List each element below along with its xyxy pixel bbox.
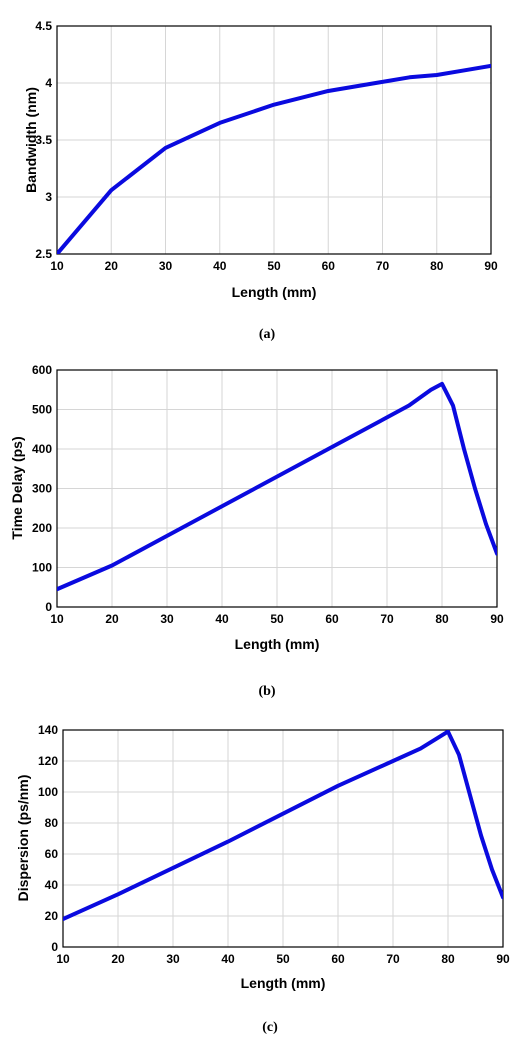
x-tick-label: 10 [50,612,64,626]
chart-b: Length (mm) Time Delay (ps) (b) 10 20 30 40… [9,363,504,699]
y-tick-label: 4 [45,76,52,90]
x-tick-label: 60 [322,259,336,273]
caption: (a) [259,327,276,342]
y-tick-label: 4.5 [35,19,52,33]
x-tick-label: 90 [490,612,504,626]
y-tick-label: 600 [32,363,52,377]
x-axis-label: Length (mm) [241,975,326,991]
y-tick-label: 100 [32,561,52,575]
x-tick-label: 50 [270,612,284,626]
y-axis-label: Dispersion (ps/nm) [15,775,31,902]
x-tick-label: 60 [331,952,345,966]
x-tick-label: 80 [441,952,455,966]
x-tick-label: 70 [386,952,400,966]
x-tick-label: 20 [111,952,125,966]
chart-c: Length (mm) Dispersion (ps/nm) (c) 10 20 3… [15,723,510,1035]
caption: (c) [262,1020,278,1035]
x-tick-label: 40 [215,612,229,626]
plot-frame [56,369,498,608]
y-axis-label: Bandwidth (nm) [23,87,39,193]
plot-frame [62,729,504,948]
x-tick-label: 30 [160,612,174,626]
y-tick-label: 3 [45,190,52,204]
x-tick-label: 10 [50,259,64,273]
y-tick-label: 0 [45,600,52,614]
x-axis-label: Length (mm) [232,284,317,300]
y-tick-label: 200 [32,521,52,535]
x-tick-label: 40 [221,952,235,966]
x-tick-label: 80 [430,259,444,273]
x-tick-label: 20 [105,259,119,273]
chart-a: Length (mm) Bandwidth (nm) (a) 10 20 30 40 5… [23,19,498,342]
y-tick-label: 120 [38,754,58,768]
x-tick-label: 10 [56,952,70,966]
x-tick-label: 40 [213,259,227,273]
x-tick-label: 90 [496,952,510,966]
y-tick-label: 140 [38,723,58,737]
x-tick-label: 50 [267,259,281,273]
y-tick-label: 3.5 [35,133,52,147]
x-tick-label: 30 [159,259,173,273]
x-tick-label: 60 [325,612,339,626]
plot-frame [56,25,492,255]
series-line [57,381,497,592]
caption: (b) [258,684,275,699]
x-tick-label: 20 [105,612,119,626]
y-tick-label: 500 [32,403,52,417]
x-tick-label: 70 [376,259,390,273]
y-tick-label: 300 [32,482,52,496]
y-tick-label: 40 [45,878,59,892]
y-tick-label: 20 [45,909,59,923]
y-tick-label: 100 [38,785,58,799]
y-tick-label: 0 [51,940,58,954]
x-tick-label: 30 [166,952,180,966]
series-line [63,730,503,922]
y-tick-label: 400 [32,442,52,456]
y-tick-label: 60 [45,847,59,861]
series-line [57,63,491,254]
x-tick-label: 70 [380,612,394,626]
y-axis-label: Time Delay (ps) [9,436,25,539]
y-tick-label: 2.5 [35,247,52,261]
x-axis-label: Length (mm) [235,636,320,652]
x-tick-label: 50 [276,952,290,966]
y-tick-label: 80 [45,816,59,830]
x-tick-label: 80 [435,612,449,626]
x-tick-label: 90 [484,259,498,273]
